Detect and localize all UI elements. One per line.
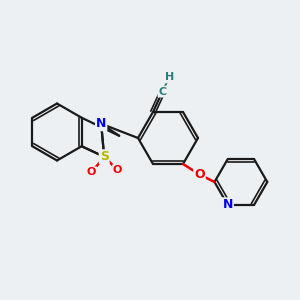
Text: O: O: [194, 168, 205, 181]
Text: N: N: [223, 198, 233, 211]
Text: H: H: [164, 72, 174, 82]
Text: O: O: [113, 165, 122, 175]
Text: S: S: [100, 150, 109, 163]
Text: O: O: [87, 167, 96, 177]
Text: C: C: [158, 87, 166, 97]
Text: N: N: [96, 117, 106, 130]
